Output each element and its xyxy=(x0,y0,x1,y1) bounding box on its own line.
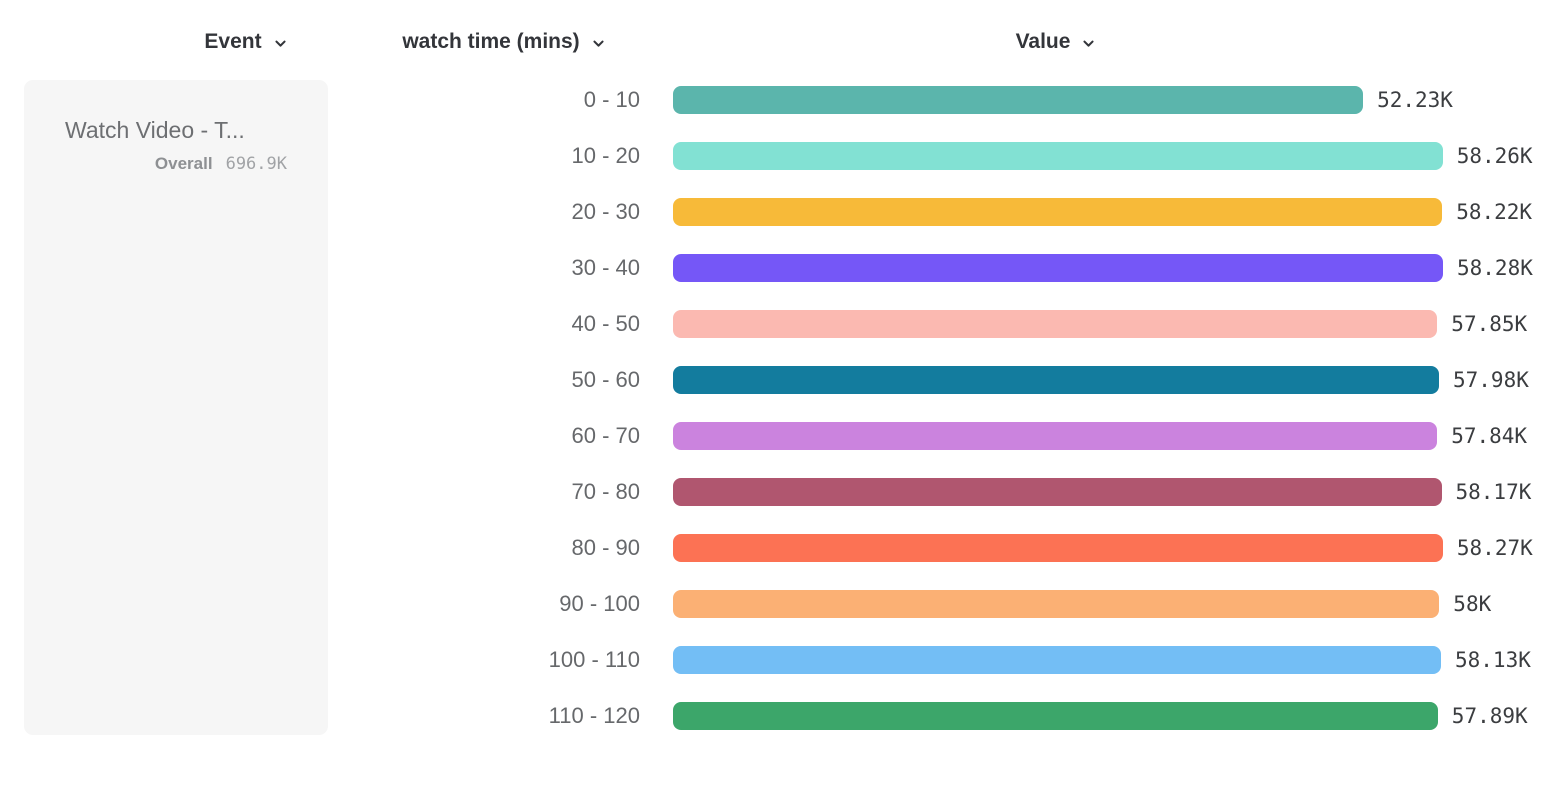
chevron-down-icon xyxy=(591,36,606,51)
chart-row: 80 - 90 58.27K xyxy=(0,520,1568,576)
bucket-label: 70 - 80 xyxy=(571,479,641,504)
bar-value: 58K xyxy=(1453,592,1492,616)
column-header-event-label: Event xyxy=(204,30,262,53)
bar[interactable] xyxy=(673,534,1443,562)
event-legend-card[interactable]: Watch Video - T... Overall 696.9K xyxy=(24,80,328,735)
overall-label: Overall xyxy=(154,153,213,173)
bucket-label: 30 - 40 xyxy=(571,255,641,280)
chart-row: 50 - 60 57.98K xyxy=(0,352,1568,408)
bar-value: 58.28K xyxy=(1457,256,1533,280)
bar-rows: 0 - 10 52.23K 10 - 20 58.26K 20 - 30 58.… xyxy=(0,72,1568,744)
overall-line: Overall 696.9K xyxy=(65,154,287,174)
bar[interactable] xyxy=(673,254,1443,282)
bucket-label: 50 - 60 xyxy=(571,367,641,392)
bucket-label: 90 - 100 xyxy=(559,591,640,616)
bucket-label: 100 - 110 xyxy=(548,647,640,672)
bucket-label: 60 - 70 xyxy=(571,423,641,448)
chart-row: 90 - 100 58K xyxy=(0,576,1568,632)
bar-value: 52.23K xyxy=(1377,88,1453,112)
chart-row: 0 - 10 52.23K xyxy=(0,72,1568,128)
chevron-down-icon xyxy=(1081,36,1096,51)
bar-value: 58.22K xyxy=(1456,200,1533,224)
column-header-watch-time[interactable]: watch time (mins) xyxy=(354,26,654,58)
bar[interactable] xyxy=(673,198,1443,226)
bar[interactable] xyxy=(673,366,1439,394)
event-title: Watch Video - T... xyxy=(65,117,245,143)
bucket-label: 0 - 10 xyxy=(583,87,640,112)
chart-row: 60 - 70 57.84K xyxy=(0,408,1568,464)
bar[interactable] xyxy=(673,142,1443,170)
bar[interactable] xyxy=(673,86,1364,114)
column-header-value-label: Value xyxy=(1015,30,1071,53)
chart-row: 70 - 80 58.17K xyxy=(0,464,1568,520)
chart-row: 100 - 110 58.13K xyxy=(0,632,1568,688)
chart-row: 30 - 40 58.28K xyxy=(0,240,1568,296)
column-header-watch-time-label: watch time (mins) xyxy=(402,30,580,53)
bar-value: 57.89K xyxy=(1451,704,1528,728)
bucket-label: 80 - 90 xyxy=(571,535,641,560)
bar-value: 58.13K xyxy=(1455,648,1531,672)
bar-value: 57.84K xyxy=(1451,424,1528,448)
bucket-label: 20 - 30 xyxy=(571,199,641,224)
chart-row: 20 - 30 58.22K xyxy=(0,184,1568,240)
chart-row: 10 - 20 58.26K xyxy=(0,128,1568,184)
overall-value: 696.9K xyxy=(225,153,287,174)
bar-value: 57.98K xyxy=(1453,368,1529,392)
bar[interactable] xyxy=(673,702,1438,730)
bar[interactable] xyxy=(673,590,1440,618)
bar[interactable] xyxy=(673,478,1442,506)
bucket-label: 10 - 20 xyxy=(571,143,641,168)
bar[interactable] xyxy=(673,310,1438,338)
bar-value: 58.17K xyxy=(1455,480,1532,504)
chevron-down-icon xyxy=(273,36,288,51)
bar[interactable] xyxy=(673,422,1438,450)
bar-value: 57.85K xyxy=(1451,312,1528,336)
bar-value: 58.26K xyxy=(1456,144,1533,168)
chart-row: 40 - 50 57.85K xyxy=(0,296,1568,352)
column-header-event[interactable]: Event xyxy=(121,26,371,58)
chart-row: 110 - 120 57.89K xyxy=(0,688,1568,744)
bar-value: 58.27K xyxy=(1456,536,1533,560)
bucket-label: 40 - 50 xyxy=(571,311,641,336)
bar[interactable] xyxy=(673,646,1441,674)
column-header-value[interactable]: Value xyxy=(906,26,1206,58)
bucket-label: 110 - 120 xyxy=(548,703,640,728)
